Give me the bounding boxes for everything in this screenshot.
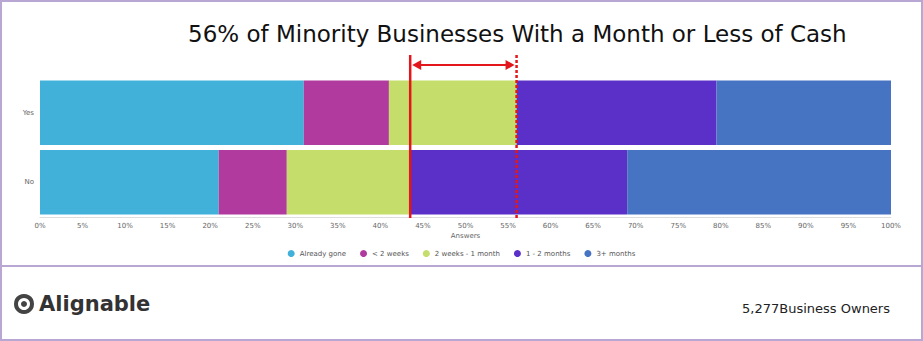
svg-text:85%: 85%	[756, 222, 772, 230]
svg-text:5%: 5%	[77, 222, 88, 230]
svg-text:30%: 30%	[288, 222, 304, 230]
svg-text:25%: 25%	[245, 222, 261, 230]
svg-text:Answers: Answers	[451, 232, 481, 240]
svg-text:Yes: Yes	[22, 109, 35, 117]
svg-text:15%: 15%	[160, 222, 176, 230]
svg-text:10%: 10%	[117, 222, 133, 230]
svg-text:20%: 20%	[202, 222, 218, 230]
svg-text:35%: 35%	[330, 222, 346, 230]
svg-text:100%: 100%	[881, 222, 901, 230]
svg-text:0%: 0%	[34, 222, 45, 230]
svg-text:Already gone: Already gone	[300, 250, 346, 258]
svg-text:50%: 50%	[458, 222, 474, 230]
svg-text:1 - 2 months: 1 - 2 months	[526, 250, 571, 258]
svg-text:Alignable: Alignable	[39, 292, 150, 316]
svg-text:60%: 60%	[543, 222, 559, 230]
svg-text:5,277Business Owners: 5,277Business Owners	[742, 301, 890, 316]
svg-text:75%: 75%	[670, 222, 686, 230]
svg-text:65%: 65%	[585, 222, 601, 230]
svg-text:70%: 70%	[628, 222, 644, 230]
svg-text:45%: 45%	[415, 222, 431, 230]
svg-text:90%: 90%	[798, 222, 814, 230]
svg-text:No: No	[24, 178, 34, 186]
svg-text:2 weeks - 1 month: 2 weeks - 1 month	[435, 250, 500, 258]
svg-text:3+ months: 3+ months	[596, 250, 635, 258]
svg-text:< 2 weeks: < 2 weeks	[372, 250, 409, 258]
svg-text:40%: 40%	[373, 222, 389, 230]
svg-text:55%: 55%	[500, 222, 516, 230]
svg-text:95%: 95%	[841, 222, 857, 230]
svg-text:56% of Minority Businesses Wit: 56% of Minority Businesses With a Month …	[188, 21, 847, 47]
svg-text:80%: 80%	[713, 222, 729, 230]
